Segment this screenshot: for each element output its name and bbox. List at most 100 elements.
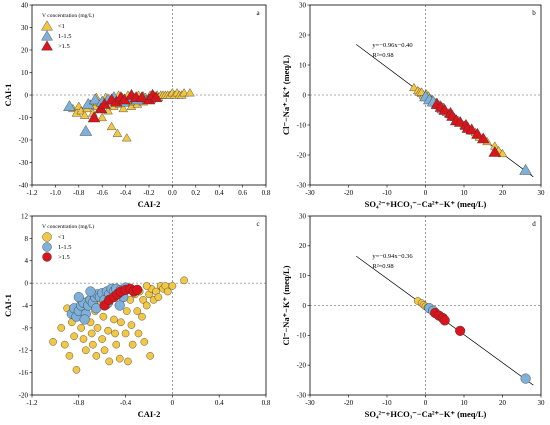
x-tick-label: 0.0 [168, 189, 177, 197]
y-axis-label: Cl⁻−Na⁺−K⁺ (meq/L) [281, 265, 291, 345]
y-tick-label: 10 [21, 69, 29, 77]
data-point [93, 324, 102, 332]
x-tick-label: -1.2 [26, 399, 38, 407]
data-point [117, 318, 125, 327]
regression-annotation: y=−0.96x−0.40 [372, 42, 412, 49]
data-point [488, 145, 502, 157]
series-gt1_5 [99, 283, 143, 311]
x-tick-label: -1.0 [50, 189, 62, 197]
x-tick-label: 0.2 [191, 189, 200, 197]
data-point [82, 346, 90, 355]
x-tick-label: -1.2 [26, 189, 38, 197]
data-point [88, 93, 102, 105]
data-point [79, 110, 90, 119]
x-tick-label: 20 [499, 399, 507, 407]
data-point [87, 111, 101, 123]
x-axis-label: SO₄²⁻+HCO₃⁻−Ca²⁺−K⁺ (meq/L) [365, 199, 487, 209]
x-tick-label: 0.8 [262, 189, 271, 197]
data-point [65, 352, 74, 360]
y-tick-label: -8 [22, 324, 28, 332]
data-point [42, 252, 52, 262]
data-point [77, 324, 85, 332]
y-tick-label: 8 [25, 235, 29, 243]
data-point [70, 332, 78, 341]
data-point [41, 30, 53, 41]
data-point [57, 324, 66, 332]
y-tick-label: -20 [19, 391, 29, 399]
data-point [41, 20, 53, 31]
x-tick-label: 30 [538, 399, 546, 407]
x-tick-label: -20 [344, 189, 354, 197]
y-tick-label: 12 [21, 212, 29, 220]
y-tick-label: 10 [299, 272, 307, 280]
regression-annotation: R²=0.98 [372, 263, 393, 270]
legend: V concentration (mg/L) <1 1-1.5 >1.5 [42, 223, 94, 262]
data-point [42, 242, 52, 252]
data-point [179, 88, 189, 97]
x-tick-label: 10 [461, 399, 469, 407]
series-gt1_5 [430, 307, 466, 336]
panel-d: -30 -20 -10 0 10 20 30 30 20 10 0 -10 -20 -30 SO₄²⁻+HC… [281, 212, 545, 419]
data-point [471, 127, 484, 139]
data-point [520, 373, 531, 384]
data-point [79, 124, 93, 136]
y-tick-label: -10 [297, 121, 307, 129]
data-point [135, 91, 149, 102]
legend: V concentration (mg/L) <1 1-1.5 >1.5 [41, 12, 94, 51]
x-tick-label: 0 [171, 399, 175, 407]
regression-annotation: R²=0.98 [372, 52, 393, 59]
data-point [115, 354, 124, 363]
y-tick-label: -20 [297, 151, 307, 159]
y-tick-label: 0 [25, 91, 29, 99]
x-tick-label: 10 [461, 189, 469, 197]
data-point [121, 329, 130, 338]
x-tick-label: 0.4 [215, 399, 224, 407]
y-tick-label: -10 [19, 114, 29, 122]
data-point [139, 296, 147, 304]
x-tick-label: 0.8 [262, 399, 271, 407]
legend-label: <1 [58, 23, 65, 30]
data-point [87, 329, 96, 338]
data-point [73, 292, 84, 303]
data-point [41, 40, 53, 51]
data-point [112, 128, 123, 137]
y-tick-label: -30 [19, 159, 29, 167]
y-tick-label: -40 [19, 181, 29, 189]
data-point [105, 357, 114, 366]
data-point [127, 321, 136, 329]
x-axis-label: SO₄²⁻+HCO₃⁻−Ca²⁺−K⁺ (meq/L) [365, 409, 487, 419]
x-tick-label: -0.2 [143, 189, 155, 197]
x-tick-label: 20 [499, 189, 507, 197]
regression-annotation: y=−0.94x−0.36 [372, 253, 413, 260]
legend-label: <1 [58, 234, 65, 241]
series-gt1_5 [87, 88, 163, 123]
data-point [476, 132, 490, 144]
y-tick-label: 40 [21, 1, 29, 9]
data-point [142, 282, 151, 290]
panel-letter: c [256, 220, 259, 228]
data-point [111, 329, 119, 338]
legend-label: >1.5 [58, 43, 70, 50]
y-axis-label: CAI-1 [3, 294, 13, 317]
data-point [99, 312, 108, 321]
y-tick-label: 20 [299, 242, 307, 250]
y-tick-label: -16 [19, 369, 29, 377]
data-point [79, 314, 90, 325]
data-point [134, 329, 143, 338]
data-point [42, 232, 52, 242]
data-point [140, 338, 149, 346]
x-tick-label: -0.8 [73, 189, 85, 197]
y-axis-label: CAI-1 [3, 84, 13, 107]
x-axis-label: CAI-2 [138, 409, 161, 419]
y-tick-label: -12 [19, 347, 29, 355]
legend-label: >1.5 [58, 254, 70, 261]
data-point [118, 103, 129, 113]
y-tick-label: -4 [22, 302, 28, 310]
panel-c: -1.2 -0.8 -0.4 0 0.4 0.8 12 8 4 0 -4 -8 -12 -16 -20 CAI… [3, 212, 271, 419]
x-tick-label: 0 [424, 189, 428, 197]
data-point [112, 340, 121, 349]
data-point [89, 340, 97, 349]
data-point [519, 163, 532, 175]
data-point [104, 326, 112, 335]
data-point [49, 338, 57, 346]
